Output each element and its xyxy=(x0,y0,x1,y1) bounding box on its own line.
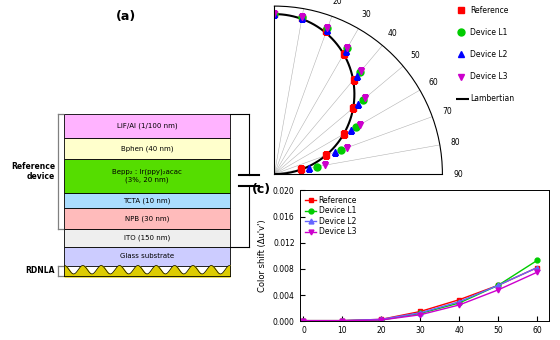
FancyBboxPatch shape xyxy=(64,229,230,247)
Text: Device L3: Device L3 xyxy=(470,72,508,81)
Device L1 xyxy=(495,283,502,287)
Text: LiF/Al (1/100 nm): LiF/Al (1/100 nm) xyxy=(116,123,178,129)
Text: Reference: Reference xyxy=(470,6,509,15)
Reference xyxy=(534,266,540,270)
Text: (a): (a) xyxy=(116,10,136,23)
Device L1 xyxy=(456,301,463,305)
Text: Reference
device: Reference device xyxy=(11,162,55,181)
Device L3 xyxy=(456,303,463,307)
FancyBboxPatch shape xyxy=(64,159,230,193)
Text: Bepp₂ : Ir(ppy)₂acac
(3%, 20 nm): Bepp₂ : Ir(ppy)₂acac (3%, 20 nm) xyxy=(112,169,182,183)
Text: RDNLA: RDNLA xyxy=(25,267,55,275)
Text: TCTA (10 nm): TCTA (10 nm) xyxy=(123,197,171,204)
Text: Device L1: Device L1 xyxy=(470,28,508,37)
FancyBboxPatch shape xyxy=(64,193,230,208)
Reference xyxy=(417,309,424,313)
Device L2 xyxy=(300,319,307,323)
Line: Reference: Reference xyxy=(301,265,539,323)
Device L2 xyxy=(378,317,385,321)
Device L2 xyxy=(456,300,463,304)
Reference xyxy=(495,283,502,287)
Device L1 xyxy=(300,319,307,323)
Text: Lambertian: Lambertian xyxy=(470,94,515,103)
FancyBboxPatch shape xyxy=(64,247,230,266)
FancyBboxPatch shape xyxy=(64,114,230,138)
Device L2 xyxy=(417,311,424,315)
Device L2 xyxy=(495,283,502,287)
FancyBboxPatch shape xyxy=(64,208,230,229)
Text: ITO (150 nm): ITO (150 nm) xyxy=(124,235,170,241)
Device L2 xyxy=(534,266,540,270)
Line: Device L1: Device L1 xyxy=(301,258,539,323)
Device L3 xyxy=(378,318,385,322)
Device L3 xyxy=(417,313,424,317)
Reference xyxy=(300,319,307,323)
Device L3 xyxy=(495,288,502,292)
Line: Device L2: Device L2 xyxy=(301,265,539,323)
Y-axis label: Color shift (Δu'v'): Color shift (Δu'v') xyxy=(258,220,267,292)
Text: Device L2: Device L2 xyxy=(470,50,508,59)
Reference xyxy=(378,317,385,321)
Reference xyxy=(339,319,346,323)
Device L3 xyxy=(300,319,307,323)
Device L1 xyxy=(417,311,424,316)
Device L1 xyxy=(534,258,540,262)
Device L1 xyxy=(339,319,346,323)
Line: Device L3: Device L3 xyxy=(301,270,539,323)
Device L3 xyxy=(339,319,346,323)
Legend: Reference, Device L1, Device L2, Device L3: Reference, Device L1, Device L2, Device … xyxy=(304,194,358,238)
Device L3 xyxy=(534,270,540,274)
Text: (c): (c) xyxy=(252,183,272,196)
Text: Bphen (40 nm): Bphen (40 nm) xyxy=(121,145,173,152)
Device L2 xyxy=(339,319,346,323)
Device L1 xyxy=(378,318,385,322)
Text: Glass substrate: Glass substrate xyxy=(120,253,174,259)
Text: NPB (30 nm): NPB (30 nm) xyxy=(125,216,169,222)
FancyBboxPatch shape xyxy=(64,138,230,159)
Reference xyxy=(456,298,463,302)
